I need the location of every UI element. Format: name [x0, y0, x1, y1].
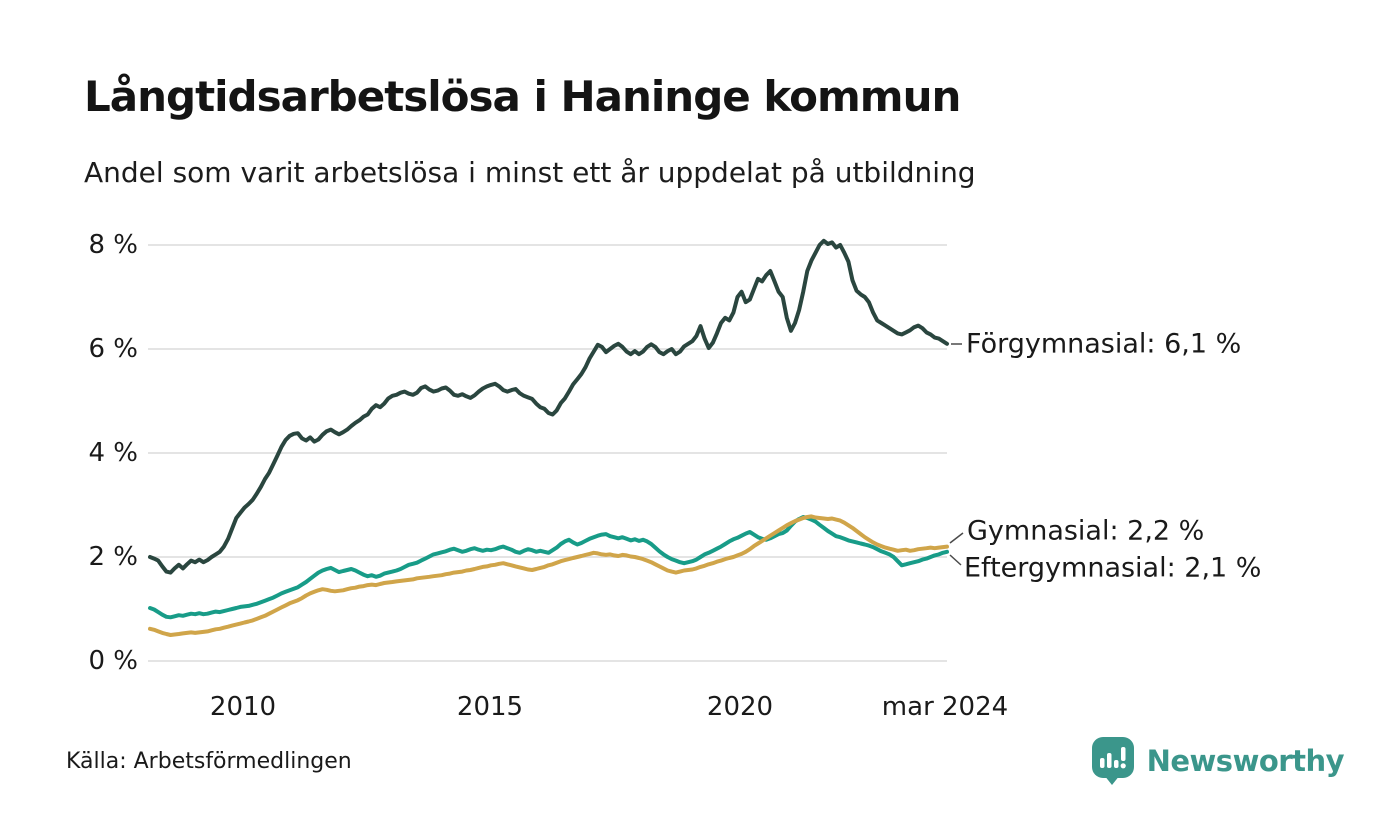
series-label-forgymnasial: Förgymnasial: 6,1 %	[966, 328, 1242, 360]
y-tick-4: 4 %	[88, 438, 138, 468]
y-tick-8: 8 %	[88, 230, 138, 260]
page-title: Långtidsarbetslösa i Haninge kommun	[84, 72, 961, 121]
newsworthy-speech-bubble-bar-chart-icon	[1091, 736, 1135, 786]
series-label-eftergymnasial: Eftergymnasial: 2,1 %	[964, 552, 1262, 584]
brand-name: Newsworthy	[1146, 744, 1345, 778]
x-tick-2010: 2010	[209, 692, 277, 722]
series-label-gymnasial: Gymnasial: 2,2 %	[967, 515, 1205, 547]
x-tick-mar-2024: mar 2024	[881, 692, 1009, 722]
y-tick-2: 2 %	[88, 542, 138, 572]
x-tick-2020: 2020	[706, 692, 774, 722]
x-tick-2015: 2015	[456, 692, 524, 722]
brand-logo: Newsworthy	[1091, 736, 1345, 786]
y-tick-6: 6 %	[88, 334, 138, 364]
y-tick-0: 0 %	[88, 646, 138, 676]
source-attribution: Källa: Arbetsförmedlingen	[66, 749, 352, 774]
page-subtitle: Andel som varit arbetslösa i minst ett å…	[84, 156, 976, 189]
